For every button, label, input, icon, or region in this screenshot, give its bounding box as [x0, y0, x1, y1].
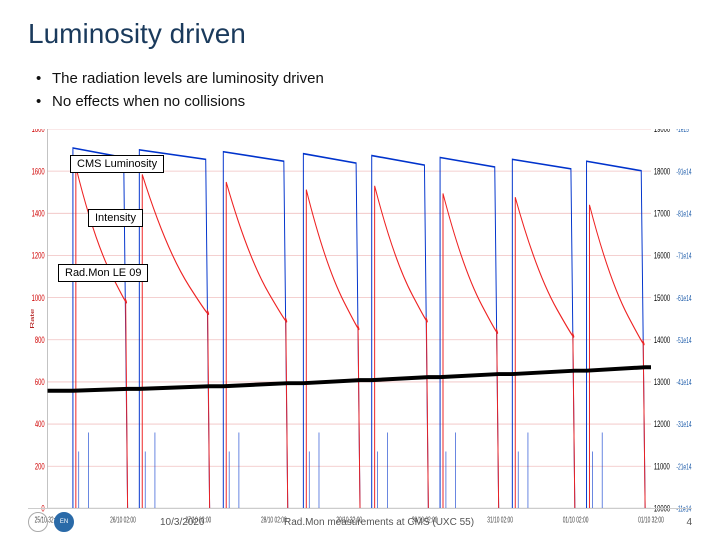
svg-text:16000: 16000	[654, 250, 671, 261]
svg-text:400: 400	[35, 419, 45, 430]
label-intensity: Intensity	[88, 209, 143, 227]
label-radmon: Rad.Mon LE 09	[58, 264, 148, 282]
svg-text:800: 800	[35, 335, 45, 346]
svg-text:12000: 12000	[654, 419, 671, 430]
svg-text:13000: 13000	[654, 377, 671, 388]
bullet-item: The radiation levels are luminosity driv…	[36, 68, 692, 91]
svg-text:17000: 17000	[654, 208, 671, 219]
svg-text:Rate: Rate	[29, 308, 36, 329]
cern-logo-icon	[28, 512, 48, 532]
svg-text:1000: 1000	[32, 292, 45, 303]
svg-text:19000: 19000	[654, 129, 671, 135]
svg-text:200: 200	[35, 461, 45, 472]
svg-text:-61e14: -61e14	[676, 295, 691, 303]
svg-text:1800: 1800	[32, 129, 45, 135]
en-logo-icon: EN	[54, 512, 74, 532]
slide-title: Luminosity driven	[28, 18, 692, 50]
svg-text:-51e14: -51e14	[676, 337, 691, 345]
svg-text:600: 600	[35, 377, 45, 388]
slide-footer: EN 10/3/2020 Rad.Mon measurements at CMS…	[0, 512, 720, 532]
svg-text:-91e14: -91e14	[676, 168, 691, 176]
svg-text:-31e14: -31e14	[676, 421, 691, 429]
svg-text:11000: 11000	[654, 461, 670, 472]
bullet-list: The radiation levels are luminosity driv…	[36, 68, 692, 113]
svg-text:14000: 14000	[654, 335, 671, 346]
svg-text:-41e14: -41e14	[676, 379, 691, 387]
svg-text:-1e15: -1e15	[676, 129, 689, 135]
svg-text:1200: 1200	[32, 250, 45, 261]
label-cms-luminosity: CMS Luminosity	[70, 155, 164, 173]
bullet-item: No effects when no collisions	[36, 91, 692, 114]
svg-text:15000: 15000	[654, 292, 671, 303]
footer-page-number: 4	[686, 517, 692, 528]
svg-text:1600: 1600	[32, 166, 45, 177]
svg-text:-81e14: -81e14	[676, 210, 691, 218]
timeseries-chart: 0200400600800100012001400160018001000011…	[28, 129, 692, 540]
svg-text:18000: 18000	[654, 166, 671, 177]
svg-text:-21e14: -21e14	[676, 463, 691, 471]
svg-text:-71e14: -71e14	[676, 253, 691, 261]
svg-text:1400: 1400	[32, 208, 45, 219]
footer-date: 10/3/2020	[160, 517, 205, 528]
chart-area: 0200400600800100012001400160018001000011…	[28, 129, 692, 540]
footer-desc: Rad.Mon measurements at CMS (UXC 55)	[284, 517, 474, 528]
